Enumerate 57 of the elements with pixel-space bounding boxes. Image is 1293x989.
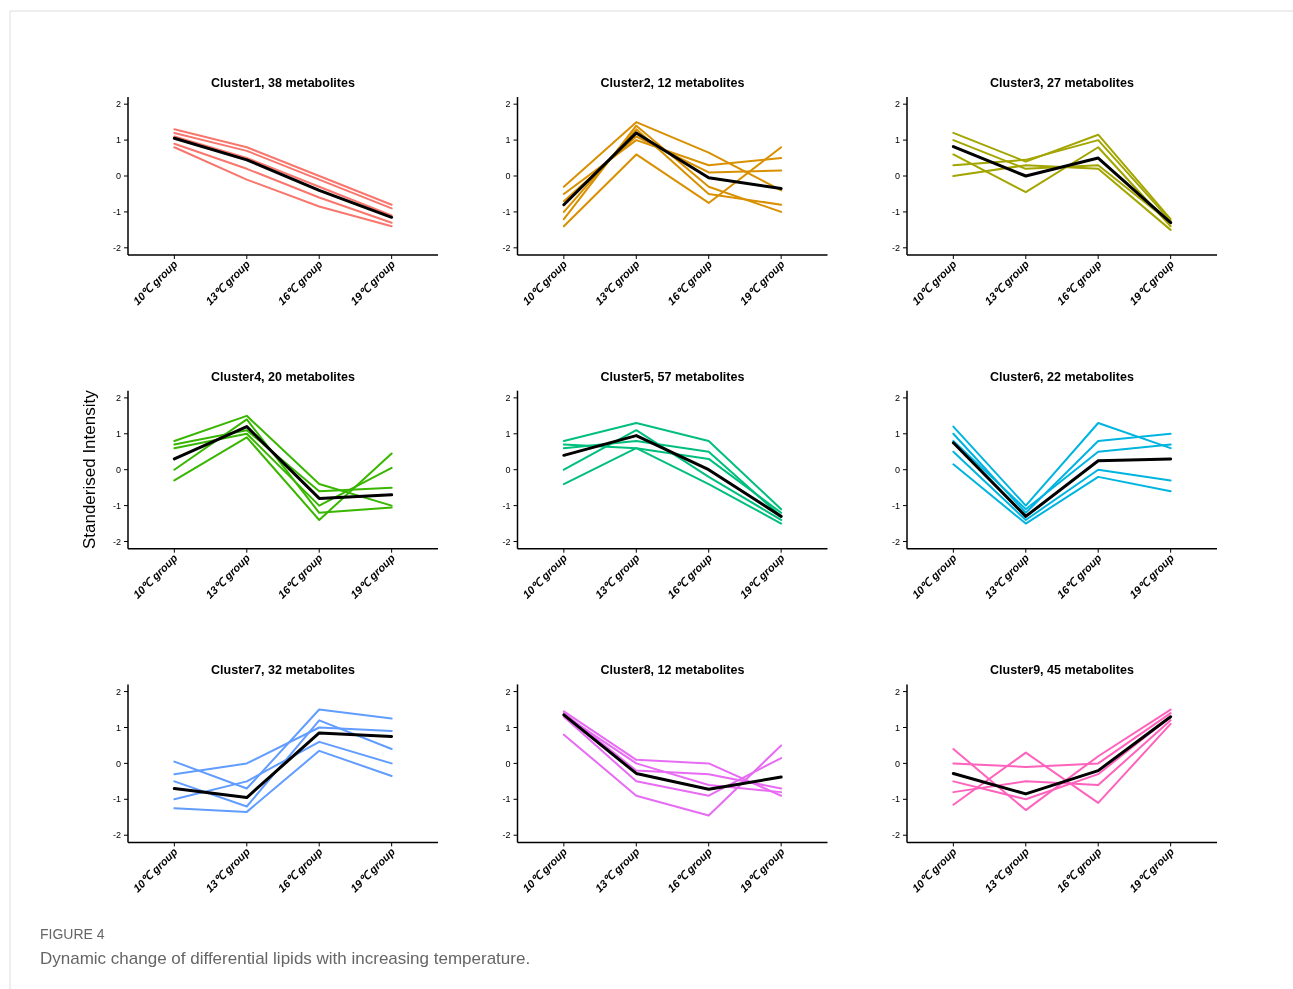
y-tick-label: -1 <box>891 207 900 218</box>
y-tick-label: 0 <box>115 171 121 182</box>
caption: FIGURE 4 <box>40 926 105 942</box>
y-tick-label: -2 <box>891 536 900 547</box>
y-tick-label: -2 <box>502 536 511 547</box>
y-tick-label: 0 <box>115 758 121 769</box>
y-tick-label: 0 <box>115 464 121 475</box>
chart-title: Cluster9, 45 metabolites <box>990 663 1134 678</box>
y-tick-label: 2 <box>505 686 511 697</box>
y-tick-label: -1 <box>112 500 121 511</box>
y-tick-label: -1 <box>502 207 511 218</box>
y-tick-label: -2 <box>112 242 121 253</box>
y-tick-label: 0 <box>505 464 511 475</box>
y-tick-label: -2 <box>112 830 121 841</box>
y-tick-label: -2 <box>502 830 511 841</box>
y-tick-label: 2 <box>115 686 121 697</box>
y-tick-label: 1 <box>115 428 121 439</box>
y-tick-label: 0 <box>505 758 511 769</box>
chart-title: Cluster8, 12 metabolites <box>600 663 745 678</box>
y-axis-title: Standerised Intensity <box>80 389 99 550</box>
y-tick-label: 1 <box>894 428 900 439</box>
chart-title: Cluster5, 57 metabolites <box>600 369 745 384</box>
y-tick-label: 2 <box>505 99 511 110</box>
y-tick-label: -1 <box>891 500 900 511</box>
y-tick-label: 0 <box>894 758 900 769</box>
y-tick-label: 1 <box>115 135 121 146</box>
y-tick-label: 0 <box>894 171 900 182</box>
chart-title: Cluster1, 38 metabolites <box>211 76 355 90</box>
y-tick-label: -2 <box>502 242 511 253</box>
y-tick-label: 2 <box>894 99 900 110</box>
chart-title: Cluster7, 32 metabolites <box>211 663 355 678</box>
y-tick-label: -1 <box>112 207 121 218</box>
y-tick-label: -2 <box>891 242 900 253</box>
y-tick-label: -2 <box>112 536 121 547</box>
y-tick-label: 1 <box>894 722 900 733</box>
y-tick-label: 2 <box>115 99 121 110</box>
y-tick-label: -1 <box>502 794 511 805</box>
y-tick-label: 1 <box>115 722 121 733</box>
y-tick-label: 2 <box>894 393 900 404</box>
y-tick-label: 2 <box>115 393 121 404</box>
y-tick-label: 2 <box>505 393 511 404</box>
y-tick-label: -2 <box>891 830 900 841</box>
y-tick-label: 1 <box>505 135 511 146</box>
chart-title: Cluster6, 22 metabolites <box>990 369 1134 384</box>
y-tick-label: -1 <box>502 500 511 511</box>
chart-title: Cluster4, 20 metabolites <box>211 369 355 384</box>
text: Dynamic change of differential lipids with increasing temperature. <box>40 949 531 968</box>
y-tick-label: 1 <box>505 428 511 439</box>
y-tick-label: -1 <box>112 794 121 805</box>
y-tick-label: 2 <box>894 686 900 697</box>
y-tick-label: 0 <box>505 171 511 182</box>
y-tick-label: 0 <box>894 464 900 475</box>
y-tick-label: 1 <box>894 135 900 146</box>
y-tick-label: 1 <box>505 722 511 733</box>
chart-title: Cluster2, 12 metabolites <box>600 76 745 90</box>
y-tick-label: -1 <box>891 794 900 805</box>
chart-title: Cluster3, 27 metabolites <box>990 76 1134 90</box>
